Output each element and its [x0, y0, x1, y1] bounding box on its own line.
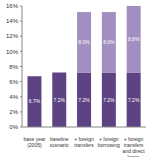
- svg-text:8.0%: 8.0%: [78, 39, 90, 45]
- svg-text:12%: 12%: [8, 33, 19, 39]
- svg-text:0%: 0%: [9, 124, 18, 130]
- svg-text:+ foreignborrowing: + foreignborrowing: [98, 136, 120, 148]
- svg-text:+ foreigntransfers: + foreigntransfers: [74, 136, 94, 148]
- svg-text:7.2%: 7.2%: [128, 97, 140, 103]
- svg-text:8%: 8%: [9, 64, 18, 70]
- svg-text:baselinescenario: baselinescenario: [50, 136, 69, 148]
- svg-text:7.2%: 7.2%: [78, 97, 90, 103]
- svg-text:8.8%: 8.8%: [128, 36, 140, 42]
- svg-text:16%: 16%: [8, 3, 19, 9]
- svg-text:base year(2005): base year(2005): [23, 136, 45, 148]
- svg-text:2%: 2%: [9, 109, 18, 115]
- svg-text:7.2%: 7.2%: [54, 97, 66, 103]
- svg-text:7.2%: 7.2%: [103, 97, 115, 103]
- svg-text:4%: 4%: [9, 94, 18, 100]
- svg-text:6%: 6%: [9, 79, 18, 85]
- svg-text:+ foreigntransfersand directlo: + foreigntransfersand directloans: [123, 136, 142, 157]
- svg-text:8.0%: 8.0%: [103, 39, 115, 45]
- svg-text:6.7%: 6.7%: [29, 98, 41, 104]
- svg-text:10%: 10%: [8, 49, 19, 55]
- svg-text:14%: 14%: [8, 18, 19, 24]
